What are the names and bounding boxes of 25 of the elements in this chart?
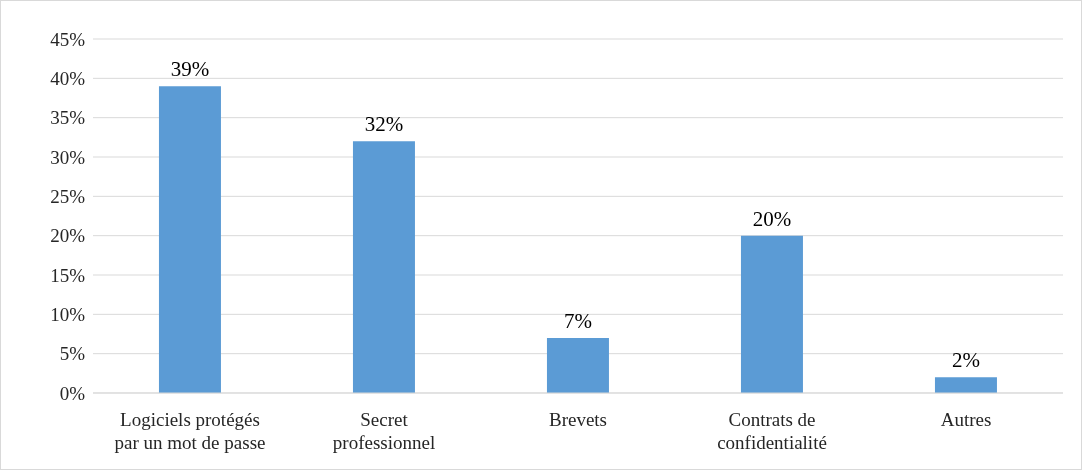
data-label: 32% xyxy=(364,112,404,137)
y-tick-label: 10% xyxy=(50,304,86,326)
x-tick-label: Contrats de confidentialité xyxy=(717,409,827,453)
y-tick-label: 15% xyxy=(50,264,86,286)
y-tick-label: 25% xyxy=(50,186,86,208)
bar xyxy=(158,86,221,393)
bar xyxy=(352,141,415,393)
bar xyxy=(934,377,997,393)
x-tick-label: Autres xyxy=(940,409,992,431)
data-label: 39% xyxy=(170,57,210,82)
y-tick-label: 20% xyxy=(50,225,86,247)
y-tick-label: 40% xyxy=(50,68,86,90)
x-tick-label: Logiciels protégés par un mot de passe xyxy=(114,409,266,453)
data-label: 7% xyxy=(563,308,592,333)
y-tick-label: 30% xyxy=(50,146,86,168)
y-tick-label: 0% xyxy=(59,382,86,404)
bar xyxy=(546,337,609,393)
data-label: 2% xyxy=(951,348,980,373)
y-tick-label: 5% xyxy=(59,343,86,365)
data-label: 20% xyxy=(752,206,792,231)
x-tick-label: Brevets xyxy=(548,409,608,431)
y-tick-label: 45% xyxy=(50,28,86,50)
y-tick-label: 35% xyxy=(50,107,86,129)
x-tick-label: Secret professionnel xyxy=(332,409,436,453)
bar xyxy=(740,235,803,393)
